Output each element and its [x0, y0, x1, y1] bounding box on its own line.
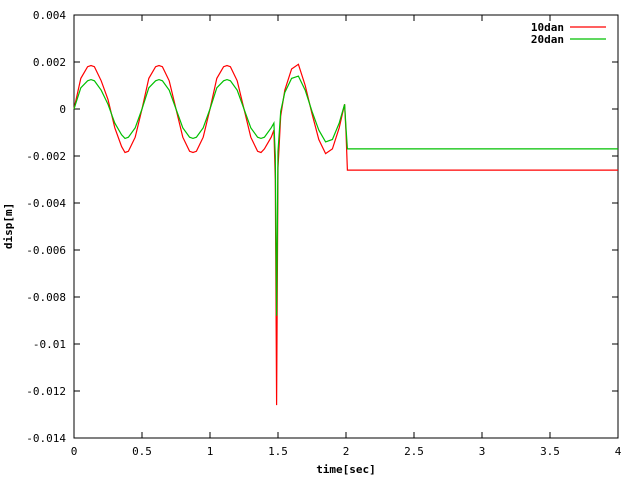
x-tick-label: 3 [479, 445, 486, 458]
y-tick-label: -0.01 [33, 338, 66, 351]
series-line-10dan [73, 63, 618, 406]
x-tick-label: 2 [343, 445, 350, 458]
plot-frame [73, 14, 619, 439]
y-tick-label: 0 [59, 103, 66, 116]
x-axis-title: time[sec] [316, 463, 376, 476]
y-tick-label: -0.008 [26, 291, 66, 304]
series-line-20dan [73, 75, 618, 316]
ticks-layer: 0 0.5 1 1.5 2 2.5 3 3.5 4 0.004 0.002 0 -0.002 -0.004… [26, 9, 621, 458]
series-layer [73, 63, 618, 406]
y-axis-title: disp[m] [2, 203, 15, 249]
y-tick-label: 0.002 [33, 56, 66, 69]
y-tick-label: -0.012 [26, 385, 66, 398]
y-tick-label: -0.014 [26, 432, 66, 445]
y-tick-label: -0.004 [26, 197, 66, 210]
y-tick-label: -0.006 [26, 244, 66, 257]
x-tick-label: 3.5 [540, 445, 560, 458]
x-tick-label: 1 [207, 445, 214, 458]
x-tick-label: 0 [71, 445, 78, 458]
x-tick-label: 1.5 [268, 445, 288, 458]
x-tick-label: 0.5 [132, 445, 152, 458]
x-tick-label: 2.5 [404, 445, 424, 458]
x-tick-label: 4 [615, 445, 622, 458]
y-tick-label: -0.002 [26, 150, 66, 163]
legend-label: 10dan [531, 21, 564, 34]
legend-label: 20dan [531, 33, 564, 46]
y-tick-label: 0.004 [33, 9, 66, 22]
